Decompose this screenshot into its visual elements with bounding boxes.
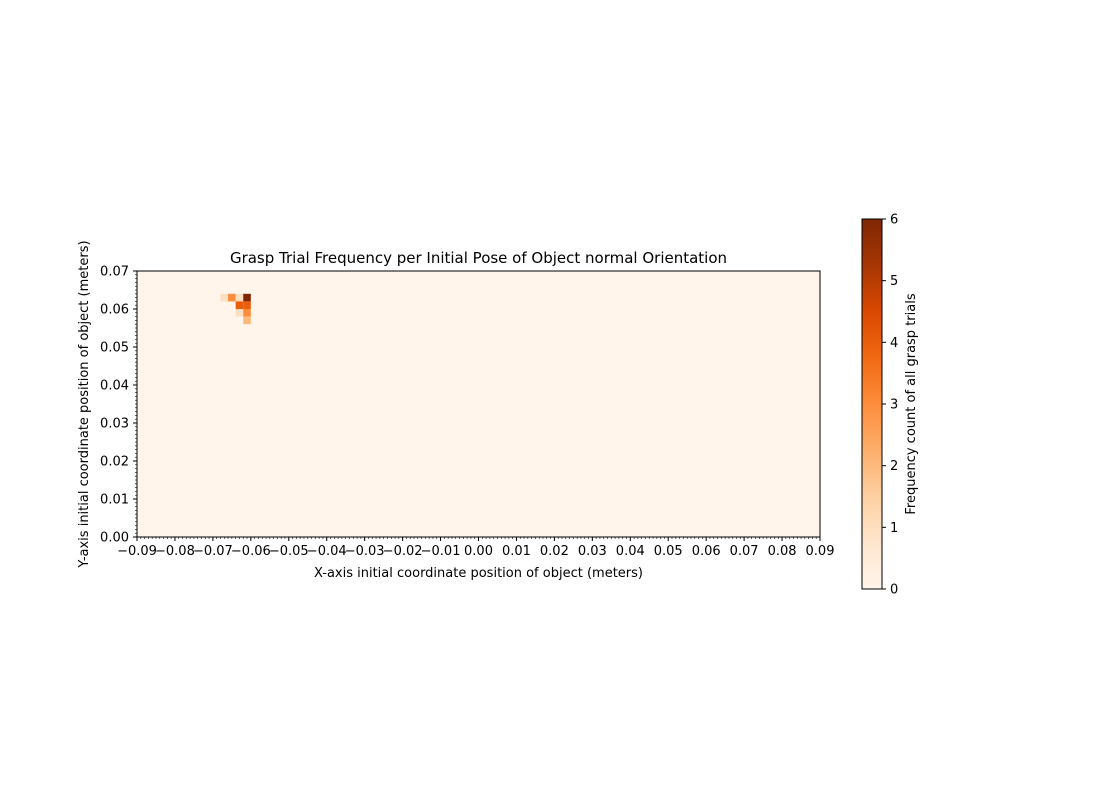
x-tick-label: −0.03 bbox=[345, 544, 385, 559]
heatmap-cell bbox=[235, 293, 244, 302]
x-axis: −0.09−0.08−0.07−0.06−0.05−0.04−0.03−0.02… bbox=[117, 537, 834, 559]
x-tick-label: 0.00 bbox=[464, 544, 493, 559]
heatmap-cell bbox=[235, 309, 244, 317]
plot-area bbox=[136, 270, 821, 538]
x-tick-label: −0.09 bbox=[117, 544, 157, 559]
x-tick-label: 0.03 bbox=[578, 544, 607, 559]
x-tick-label: −0.04 bbox=[307, 544, 347, 559]
x-tick-label: 0.02 bbox=[540, 544, 569, 559]
y-tick-label: 0.02 bbox=[100, 455, 129, 470]
x-tick-label: 0.01 bbox=[502, 544, 531, 559]
x-tick-label: 0.05 bbox=[654, 544, 683, 559]
heatmap-cell bbox=[243, 316, 251, 325]
colorbar: 0 1 2 3 4 5 6 bbox=[861, 213, 898, 598]
x-tick-label: 0.07 bbox=[730, 544, 759, 559]
x-axis-label: X-axis initial coordinate position of ob… bbox=[314, 566, 643, 581]
colorbar-tick-label: 6 bbox=[890, 213, 898, 228]
heatmap-cell bbox=[243, 301, 251, 309]
colorbar-tick-label: 2 bbox=[890, 459, 898, 474]
colorbar-tick-label: 0 bbox=[890, 583, 898, 598]
x-tick-label: 0.06 bbox=[692, 544, 721, 559]
y-tick-label: 0.03 bbox=[100, 417, 129, 432]
y-axis: 0.00 0.01 0.02 0.03 0.04 0.05 0.06 0.07 bbox=[100, 265, 137, 546]
x-tick-label: 0.04 bbox=[616, 544, 645, 559]
colorbar-label: Frequency count of all grasp trials bbox=[904, 293, 919, 514]
heatmap-cell bbox=[220, 293, 229, 302]
colorbar-tick-label: 4 bbox=[890, 336, 898, 351]
x-tick-label: −0.01 bbox=[421, 544, 461, 559]
heatmap-cells bbox=[220, 293, 251, 325]
x-tick-label: −0.07 bbox=[193, 544, 233, 559]
heatmap-cell bbox=[228, 293, 236, 302]
x-tick-label: −0.02 bbox=[383, 544, 423, 559]
x-tick-label: −0.05 bbox=[269, 544, 309, 559]
y-axis-label: Y-axis initial coordinate position of ob… bbox=[77, 240, 92, 568]
y-tick-label: 0.05 bbox=[100, 341, 129, 356]
colorbar-ticks: 0 1 2 3 4 5 6 bbox=[882, 213, 898, 598]
x-tick-label: 0.08 bbox=[768, 544, 797, 559]
y-tick-label: 0.06 bbox=[100, 303, 129, 318]
heatmap-cell bbox=[235, 301, 244, 309]
y-tick-label: 0.07 bbox=[100, 265, 129, 280]
y-tick-label: 0.04 bbox=[100, 379, 129, 394]
x-tick-label: 0.09 bbox=[806, 544, 835, 559]
x-tick-label: −0.08 bbox=[155, 544, 195, 559]
y-tick-label: 0.00 bbox=[100, 531, 129, 546]
heatmap-cell bbox=[243, 309, 251, 317]
chart-title: Grasp Trial Frequency per Initial Pose o… bbox=[230, 249, 727, 267]
colorbar-gradient bbox=[861, 218, 883, 590]
x-tick-label: −0.06 bbox=[231, 544, 271, 559]
heatmap-cell bbox=[243, 293, 251, 302]
colorbar-tick-label: 5 bbox=[890, 274, 898, 289]
colorbar-tick-label: 3 bbox=[890, 398, 898, 413]
y-tick-label: 0.01 bbox=[100, 493, 129, 508]
colorbar-tick-label: 1 bbox=[890, 521, 898, 536]
